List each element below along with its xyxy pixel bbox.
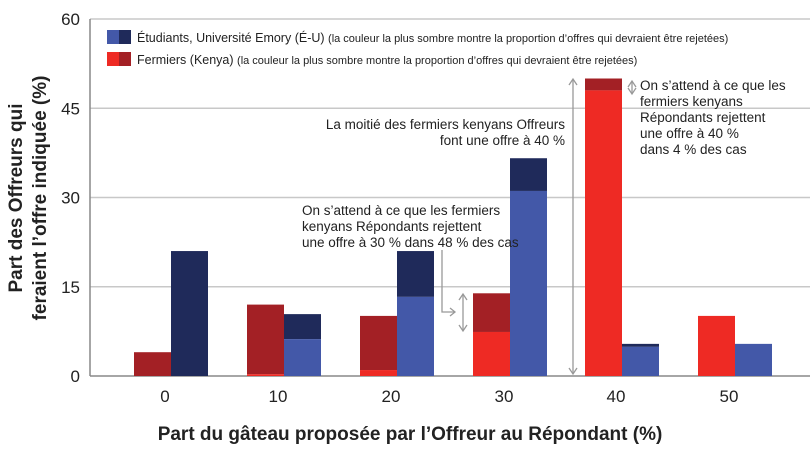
bar-rejected-students <box>622 343 659 347</box>
bent-arrow-30-head <box>449 307 457 317</box>
y-tick-label: 0 <box>71 367 80 386</box>
legend-box <box>100 20 810 72</box>
y-axis-label: Part des Offreurs qui <box>6 104 27 293</box>
bar-accepted-farmers <box>698 315 735 376</box>
bar-rejected-students <box>284 314 321 340</box>
bar-rejected-students <box>171 251 208 376</box>
x-tick-label: 40 <box>607 387 626 406</box>
x-tick-label: 30 <box>495 387 514 406</box>
double-arrow-40-head <box>568 77 578 86</box>
bar-rejected-students <box>510 158 547 191</box>
annotation-30: On s’attend à ce que les fermiers <box>302 203 500 218</box>
y-tick-label: 15 <box>61 278 80 297</box>
bar-accepted-farmers <box>360 370 397 376</box>
annotation-30: kenyans Répondants rejettent <box>302 219 482 234</box>
bar-rejected-farmers <box>360 315 397 371</box>
x-tick-label: 50 <box>720 387 739 406</box>
annotation-40: une offre à 40 % <box>640 126 739 141</box>
bar-accepted-students <box>284 339 321 376</box>
annotation-40: On s’attend à ce que les <box>640 78 786 93</box>
bar-accepted-students <box>735 343 772 376</box>
bar-accepted-students <box>622 346 659 376</box>
bar-rejected-farmers <box>473 293 510 332</box>
annotation-40: dans 4 % des cas <box>640 142 747 157</box>
legend-entry: Étudiants, Université Emory (É-U) (la co… <box>137 30 728 45</box>
x-tick-label: 10 <box>269 387 288 406</box>
x-axis-label: Part du gâteau proposée par l’Offreur au… <box>158 424 663 445</box>
annotation-40: Répondants rejettent <box>640 110 766 125</box>
annotation-30: une offre à 30 % dans 48 % des cas <box>302 235 519 250</box>
bar-rejected-farmers <box>247 304 284 375</box>
bar-accepted-students <box>397 296 434 376</box>
bar-rejected-students <box>397 251 434 297</box>
double-arrow-30-head <box>458 324 468 333</box>
y-tick-label: 45 <box>61 99 80 118</box>
y-tick-label: 60 <box>61 10 80 29</box>
bar-accepted-farmers <box>585 90 622 377</box>
x-tick-label: 0 <box>160 387 169 406</box>
bar-accepted-farmers <box>247 374 284 376</box>
annotation-40: fermiers kenyans <box>640 94 743 109</box>
bar-rejected-farmers <box>134 352 171 376</box>
y-axis-label: feraient l’offre indiquée (%) <box>30 76 51 321</box>
double-arrow-30-head <box>458 292 468 301</box>
bar-accepted-farmers <box>473 331 510 376</box>
y-tick-label: 30 <box>61 189 80 208</box>
bar-accepted-students <box>510 190 547 376</box>
legend-swatch-light <box>107 52 119 66</box>
x-tick-label: 20 <box>382 387 401 406</box>
bent-arrow-30 <box>441 250 455 313</box>
double-arrow-40-small-head <box>627 79 637 88</box>
legend-entry: Fermiers (Kenya) (la couleur la plus som… <box>137 53 637 67</box>
legend-swatch-dark <box>119 52 131 66</box>
legend-swatch-dark <box>119 30 131 44</box>
double-arrow-40-small-head <box>627 87 637 96</box>
legend-swatch-light <box>107 30 119 44</box>
bar-rejected-farmers <box>585 78 622 91</box>
annotation-40-half: La moitié des fermiers kenyans Offreurs <box>326 117 565 132</box>
annotation-40-half: font une offre à 40 % <box>440 133 565 148</box>
double-arrow-40-head <box>568 367 578 376</box>
